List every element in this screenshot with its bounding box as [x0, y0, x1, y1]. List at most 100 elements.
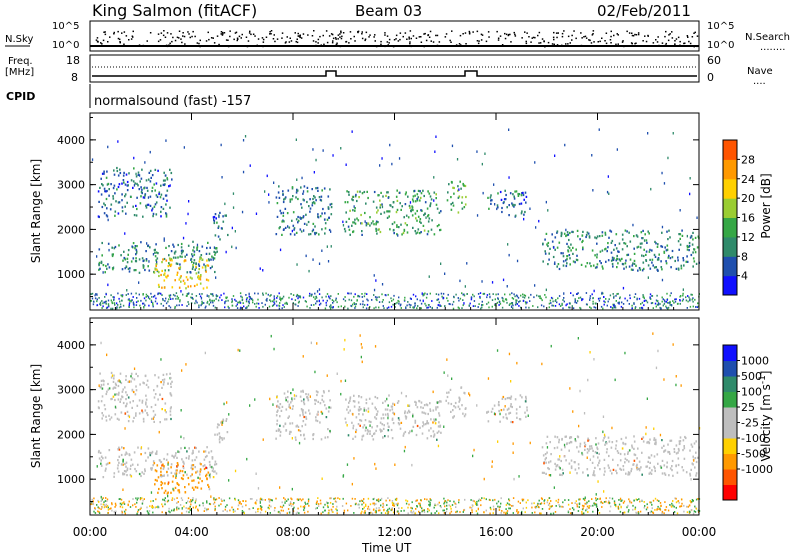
scatter-cell	[378, 507, 380, 509]
scatter-cell	[215, 295, 218, 298]
scatter-cell	[132, 257, 135, 260]
noise-point	[561, 35, 564, 38]
scatter-cell	[140, 474, 142, 478]
scatter-cell	[306, 200, 308, 204]
scatter-cell	[142, 417, 145, 420]
noise-point	[459, 34, 462, 37]
scatter-cell	[462, 412, 464, 415]
scatter-cell	[188, 507, 190, 510]
scatter-cell	[309, 198, 311, 201]
scatter-cell	[278, 292, 280, 295]
scatter-cell	[204, 266, 207, 269]
scatter-cell	[201, 293, 203, 295]
noise-point	[445, 33, 448, 35]
scatter-cell	[329, 406, 332, 409]
scatter-cell	[359, 500, 361, 503]
scatter-cell	[504, 198, 507, 201]
scatter-cell	[170, 250, 173, 253]
scatter-cell	[141, 411, 144, 414]
scatter-cell	[430, 228, 433, 231]
scatter-cell	[420, 401, 423, 404]
scatter-cell	[358, 408, 361, 411]
scatter-cell	[667, 509, 670, 512]
noise-point	[101, 43, 103, 45]
scatter-cell	[522, 498, 525, 501]
scatter-cell	[679, 299, 681, 302]
scatter-cell	[127, 293, 129, 295]
scatter-cell	[619, 296, 621, 299]
scatter-cell	[107, 218, 109, 222]
scatter-cell	[549, 247, 551, 250]
scatter-cell	[666, 248, 669, 252]
scatter-cell	[375, 227, 377, 230]
scatter-cell	[657, 257, 660, 260]
scatter-cell	[158, 285, 160, 288]
noise-point	[509, 33, 511, 36]
scatter-cell	[353, 221, 356, 224]
scatter-cell	[379, 428, 381, 431]
noise-point	[216, 35, 219, 37]
scatter-cell	[105, 415, 107, 418]
noise-point	[480, 33, 483, 36]
scatter-cell	[496, 204, 499, 207]
scatter-cell	[98, 384, 100, 387]
scatter-cell	[127, 396, 130, 399]
scatter-cell	[393, 232, 395, 235]
scatter-cell	[280, 299, 282, 302]
scatter-cell	[415, 295, 417, 298]
scatter-cell	[117, 174, 120, 177]
scatter-cell	[107, 304, 110, 307]
scatter-cell	[364, 512, 366, 514]
scatter-cell	[413, 306, 415, 309]
noise-point	[597, 41, 599, 43]
scatter-cell	[490, 410, 493, 413]
scatter-cell	[279, 424, 281, 427]
scatter-cell	[147, 265, 149, 268]
scatter-cell	[686, 307, 688, 309]
noise-point	[635, 34, 638, 36]
scatter-cell	[633, 453, 636, 456]
scatter-cell	[593, 289, 595, 293]
scatter-cell	[578, 506, 580, 508]
scatter-cell	[611, 262, 614, 266]
scatter-cell	[531, 506, 533, 509]
scatter-cell	[121, 512, 123, 515]
scatter-cell	[682, 292, 684, 295]
scatter-cell	[379, 206, 381, 209]
scatter-cell	[147, 456, 149, 459]
scatter-cell	[120, 254, 122, 257]
scatter-cell	[111, 302, 114, 305]
scatter-cell	[503, 511, 505, 514]
scatter-cell	[420, 406, 422, 409]
scatter-cell	[435, 135, 437, 138]
scatter-cell	[490, 202, 492, 205]
scatter-cell	[261, 506, 263, 509]
scatter-cell	[398, 512, 400, 515]
scatter-cell	[350, 505, 352, 507]
scatter-cell	[199, 473, 201, 476]
scatter-cell	[107, 388, 110, 391]
scatter-cell	[221, 421, 224, 424]
scatter-cell	[431, 219, 433, 222]
scatter-cell	[363, 190, 366, 194]
scatter-cell	[661, 225, 664, 229]
scatter-cell	[416, 406, 419, 409]
scatter-cell	[406, 231, 409, 234]
scatter-cell	[423, 404, 426, 407]
noise-point	[332, 37, 335, 40]
scatter-cell	[559, 305, 562, 307]
scatter-cell	[644, 233, 646, 236]
scatter-cell	[336, 301, 338, 304]
scatter-cell	[363, 407, 366, 410]
scatter-cell	[149, 150, 151, 154]
scatter-cell	[268, 305, 271, 308]
scatter-cell	[215, 247, 218, 250]
scatter-cell	[225, 296, 227, 299]
scatter-cell	[643, 248, 645, 251]
scatter-cell	[154, 300, 157, 303]
scatter-cell	[657, 258, 660, 261]
scatter-cell	[161, 386, 163, 389]
scatter-cell	[294, 299, 297, 301]
noise-point	[221, 31, 224, 34]
noise-point	[634, 33, 636, 36]
